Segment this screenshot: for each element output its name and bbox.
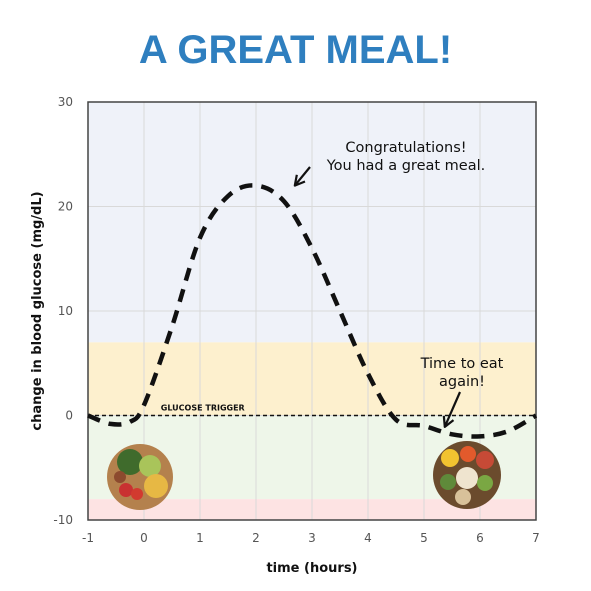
x-tick-label: 5 [420,531,428,545]
annotation-arrow-1 [443,391,462,428]
glucose-trigger-line: GLUCOSE TRIGGER [88,404,536,417]
y-tick-label: 30 [58,95,73,109]
x-tick-label: 4 [364,531,372,545]
x-tick-label: 1 [196,531,204,545]
meal-plate-image-left [107,444,173,510]
annotation-arrowhead-0 [293,174,306,187]
x-tick-label: -1 [82,531,94,545]
series-line-0 [87,183,538,439]
annotation-text-1: Time to eat again! [420,356,504,390]
y-axis-label: change in blood glucose (mg/dL) [30,191,45,430]
x-tick-label: 7 [532,531,540,545]
x-axis-ticks: -1 0 1 2 3 4 5 6 7 [82,531,540,545]
y-axis-ticks: -10 0 10 20 30 [53,95,73,527]
meal-plate-image-right [433,441,501,509]
annotations: Congratulations! You had a great meal. Tim… [293,140,504,428]
x-axis-label: time (hours) [266,561,357,576]
annotation-line: You had a great meal. [326,158,486,174]
y-tick-label: 10 [58,304,73,318]
annotation-line: Congratulations! [345,140,466,156]
y-tick-label: -10 [53,513,73,527]
y-tick-label: 20 [58,200,73,214]
plot-frame [87,101,537,521]
annotation-text-0: Congratulations! You had a great meal. [326,140,486,174]
x-tick-label: 3 [308,531,316,545]
annotation-line: again! [439,374,485,390]
chart-title: A GREAT MEAL! [138,28,453,72]
x-tick-label: 6 [476,531,484,545]
annotation-arrowhead-1 [442,415,455,428]
series [87,183,538,439]
y-tick-label: 0 [65,409,73,423]
annotation-line: Time to eat [420,356,504,372]
glucose-trigger-label: GLUCOSE TRIGGER [161,404,245,413]
x-tick-label: 2 [252,531,260,545]
x-tick-label: 0 [140,531,148,545]
annotation-arrow-0 [293,166,311,187]
